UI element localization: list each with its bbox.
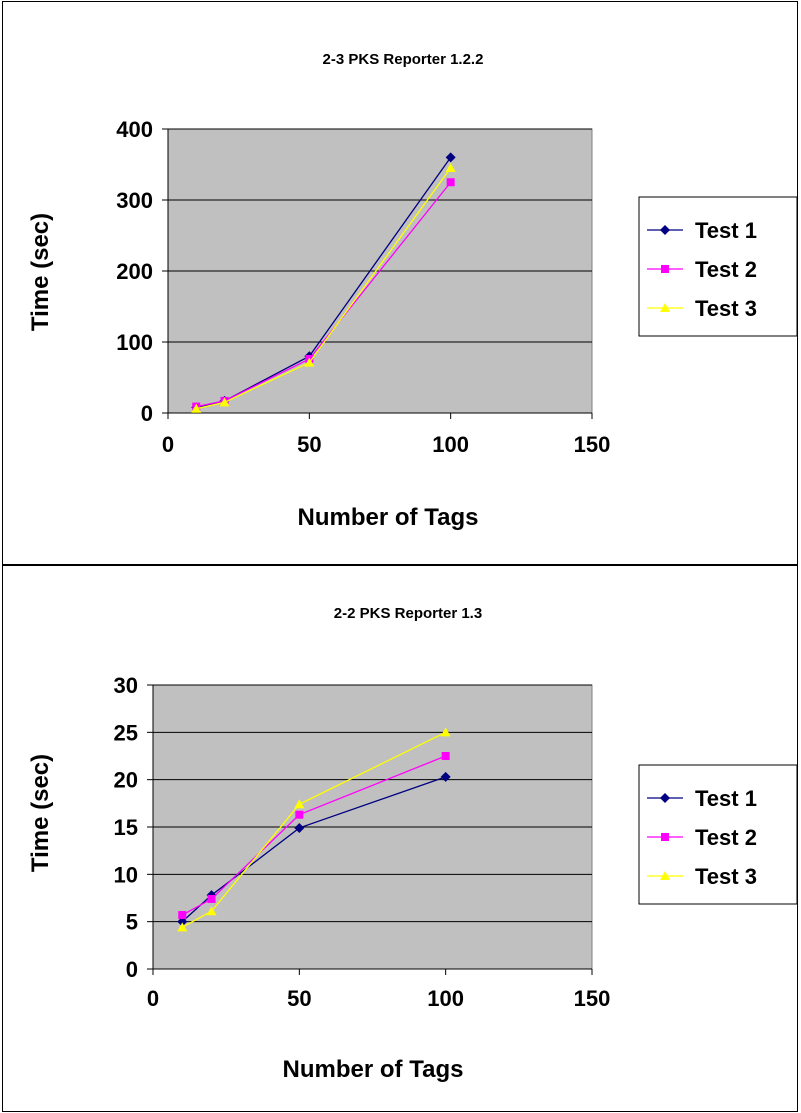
legend-marker-test-1	[660, 793, 670, 803]
data-point-test-2	[295, 810, 304, 819]
series-line-test-3	[196, 167, 452, 410]
chart-1: 2-3 PKS Reporter 1.2.2 Number of Tags Ti…	[27, 51, 798, 531]
y-tick-label: 10	[114, 862, 138, 887]
legend-marker-test-3	[660, 303, 670, 312]
data-point-test-3	[191, 403, 202, 413]
y-axis-title: Time (sec)	[27, 213, 54, 331]
chart-title: 2-2 PKS Reporter 1.3	[334, 605, 482, 622]
y-tick-label: 200	[116, 259, 153, 284]
y-tick-label: 100	[116, 330, 153, 355]
x-tick-label: 150	[574, 432, 611, 457]
chart-2: 2-2 PKS Reporter 1.3 Number of Tags Time…	[27, 605, 798, 1083]
x-tick-label: 150	[574, 986, 611, 1011]
legend-marker-test-3	[660, 871, 670, 880]
series-line-test-2	[196, 181, 452, 408]
x-tick-label: 0	[147, 986, 159, 1011]
series-line-test-1	[181, 776, 446, 923]
data-point-test-3	[206, 906, 217, 916]
legend-label-test-2: Test 2	[695, 257, 757, 282]
x-tick-label: 0	[162, 432, 174, 457]
legend-label-test-3: Test 3	[695, 864, 757, 889]
y-tick-label: 300	[116, 188, 153, 213]
y-tick-label: 20	[114, 768, 138, 793]
y-axis-title: Time (sec)	[27, 754, 54, 872]
data-point-test-3	[219, 397, 230, 407]
chart-title: 2-3 PKS Reporter 1.2.2	[323, 51, 484, 68]
series-line-test-3	[181, 731, 446, 928]
data-point-test-3	[440, 727, 451, 737]
data-point-test-2	[207, 894, 216, 903]
y-tick-label: 0	[126, 957, 138, 982]
data-point-test-1	[177, 916, 188, 927]
x-tick-label: 100	[427, 986, 464, 1011]
data-point-test-2	[446, 178, 455, 187]
chart-panel-1: 2-3 PKS Reporter 1.2.2 Number of Tags Ti…	[2, 1, 798, 565]
x-tick-label: 50	[297, 432, 321, 457]
data-point-test-2	[178, 911, 187, 920]
y-tick-label: 0	[141, 401, 153, 426]
data-point-test-3	[304, 357, 315, 367]
data-point-test-1	[294, 822, 305, 833]
legend-label-test-3: Test 3	[695, 296, 757, 321]
x-tick-label: 100	[432, 432, 469, 457]
data-point-test-1	[440, 771, 451, 782]
y-tick-label: 400	[116, 117, 153, 142]
y-tick-label: 30	[114, 673, 138, 698]
y-tick-label: 5	[126, 910, 138, 935]
data-point-test-3	[445, 163, 456, 173]
data-point-test-3	[294, 799, 305, 809]
legend-label-test-1: Test 1	[695, 218, 757, 243]
legend-box	[638, 764, 798, 905]
x-axis-title: Number of Tags	[298, 504, 479, 531]
y-tick-label: 15	[114, 815, 138, 840]
y-tick-label: 25	[114, 720, 138, 745]
legend-marker-test-2	[661, 833, 669, 841]
data-point-test-2	[441, 752, 450, 760]
chart-panel-2: 2-2 PKS Reporter 1.3 Number of Tags Time…	[2, 565, 798, 1112]
legend-marker-test-1	[660, 225, 670, 235]
legend-label-test-1: Test 1	[695, 786, 757, 811]
data-point-test-1	[445, 152, 456, 163]
legend-marker-test-2	[661, 265, 669, 273]
legend-label-test-2: Test 2	[695, 825, 757, 850]
x-tick-label: 50	[287, 986, 311, 1011]
data-point-test-3	[177, 922, 188, 932]
x-axis-title: Number of Tags	[283, 1056, 464, 1083]
